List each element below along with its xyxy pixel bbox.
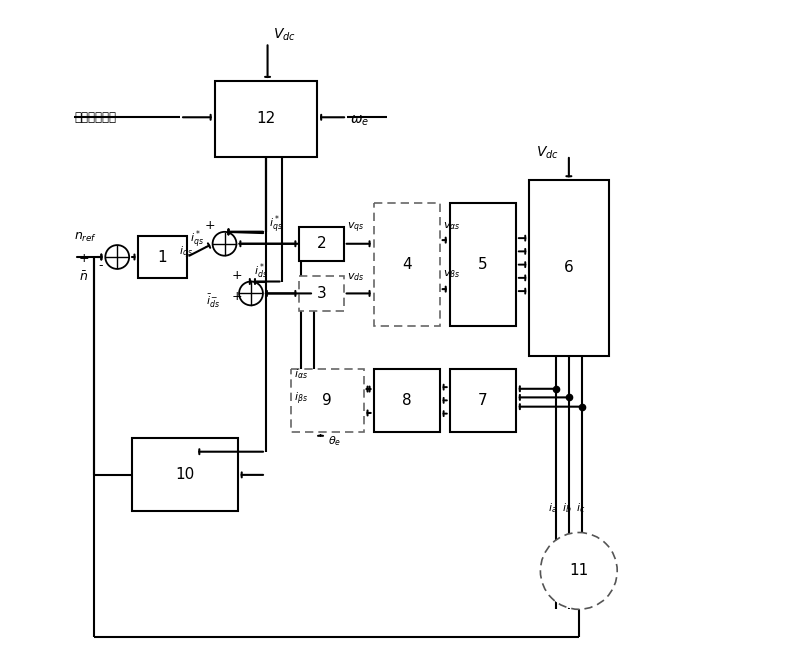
Text: +: + xyxy=(79,252,90,265)
Text: 5: 5 xyxy=(478,257,487,272)
Bar xyxy=(132,438,238,511)
Bar xyxy=(214,81,318,157)
Text: 感应电机参数: 感应电机参数 xyxy=(74,110,116,124)
Text: $v_{\beta s}$: $v_{\beta s}$ xyxy=(443,269,461,283)
Text: 1: 1 xyxy=(158,249,167,265)
Text: 2: 2 xyxy=(317,236,326,251)
Text: $i_b$: $i_b$ xyxy=(562,501,572,515)
Text: $V_{dc}$: $V_{dc}$ xyxy=(273,27,296,43)
Text: $i_{qs}$: $i_{qs}$ xyxy=(179,245,194,261)
Text: +: + xyxy=(231,290,242,303)
Text: 6: 6 xyxy=(564,261,574,275)
Text: $i^*_{qs}$: $i^*_{qs}$ xyxy=(190,229,204,251)
Text: 4: 4 xyxy=(402,257,411,272)
Bar xyxy=(299,227,344,261)
Text: $v_{ds}$: $v_{ds}$ xyxy=(347,271,365,283)
Circle shape xyxy=(239,281,263,305)
Text: $n_{ref}$: $n_{ref}$ xyxy=(74,231,98,243)
Text: $i_{\beta s}$: $i_{\beta s}$ xyxy=(294,390,308,407)
Circle shape xyxy=(540,533,618,609)
Text: $\bar{i}^-_{ds}$: $\bar{i}^-_{ds}$ xyxy=(206,293,220,311)
Bar xyxy=(138,237,186,277)
Text: +: + xyxy=(231,269,242,282)
Text: +: + xyxy=(205,219,215,232)
Text: $\theta_e$: $\theta_e$ xyxy=(329,434,342,448)
Bar xyxy=(529,180,609,356)
Bar xyxy=(290,369,363,432)
Text: -: - xyxy=(98,259,103,272)
Text: 11: 11 xyxy=(569,563,589,579)
Bar xyxy=(299,276,344,311)
Text: 12: 12 xyxy=(256,112,275,126)
Bar xyxy=(450,203,516,326)
Text: 3: 3 xyxy=(317,286,326,301)
Text: $v_{qs}$: $v_{qs}$ xyxy=(347,221,365,235)
Text: $i^*_{ds}$: $i^*_{ds}$ xyxy=(254,262,268,281)
Text: $i^*_{qs}$: $i^*_{qs}$ xyxy=(270,213,283,235)
Text: $i_a$: $i_a$ xyxy=(548,501,557,515)
Text: -: - xyxy=(205,240,209,253)
Bar xyxy=(450,369,516,432)
Text: 8: 8 xyxy=(402,393,411,408)
Text: $\bar{n}$: $\bar{n}$ xyxy=(79,270,88,284)
Bar xyxy=(374,203,440,326)
Text: $i_c$: $i_c$ xyxy=(576,501,586,515)
Text: 10: 10 xyxy=(175,467,194,482)
Circle shape xyxy=(213,232,237,255)
Text: $v_{\alpha s}$: $v_{\alpha s}$ xyxy=(443,220,461,232)
Circle shape xyxy=(106,245,129,269)
Text: 7: 7 xyxy=(478,393,487,408)
Text: $\omega_e$: $\omega_e$ xyxy=(350,114,370,128)
Text: $i_{\alpha s}$: $i_{\alpha s}$ xyxy=(294,367,308,381)
Text: 9: 9 xyxy=(322,393,332,408)
Bar xyxy=(374,369,440,432)
Text: $V_{dc}$: $V_{dc}$ xyxy=(536,145,558,162)
